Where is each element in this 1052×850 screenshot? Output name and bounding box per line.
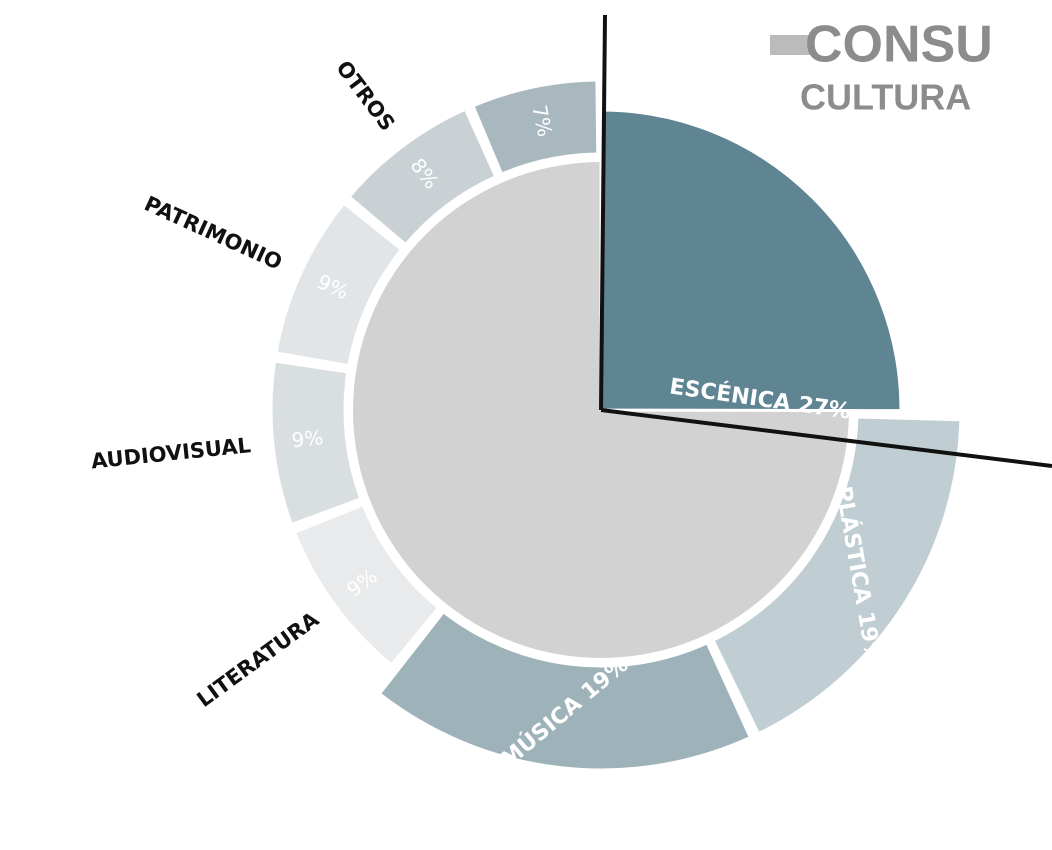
chart-title: CULTURA (800, 77, 971, 118)
chart-title: CONSU (805, 16, 993, 74)
chart: ESCÉNICA27%PLÁSTICA19%MÚSICA19%9%LITERAT… (0, 0, 1052, 850)
value-label: 9% (290, 425, 324, 452)
title-bar (770, 35, 810, 55)
